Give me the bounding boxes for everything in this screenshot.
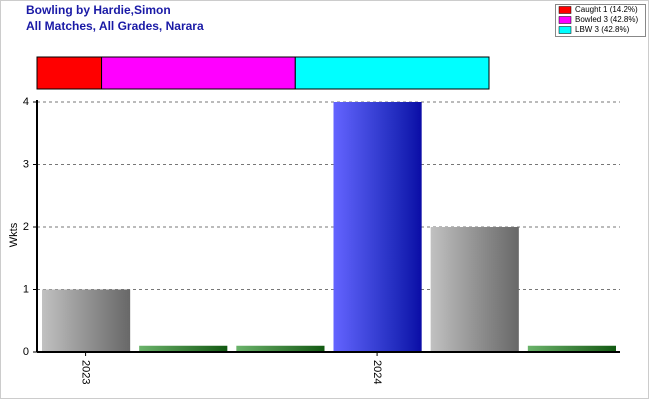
- bar: [333, 102, 422, 352]
- bar: [236, 345, 325, 352]
- bar: [139, 345, 228, 352]
- dismissal-segment: [36, 56, 103, 90]
- chart-subtitle: All Matches, All Grades, Narara: [26, 19, 204, 33]
- y-axis-label: Wkts: [8, 222, 20, 247]
- dismissal-segment: [101, 56, 296, 90]
- x-tick-label: 2023: [80, 360, 92, 384]
- y-tick-label: 1: [23, 283, 29, 295]
- x-tick-label: 2024: [371, 360, 383, 384]
- chart-title: Bowling by Hardie,Simon: [26, 3, 171, 17]
- bar: [42, 289, 131, 352]
- legend-swatch: [558, 16, 572, 24]
- bar: [527, 345, 616, 352]
- legend-label: LBW 3 (42.8%): [575, 25, 630, 34]
- legend-label: Bowled 3 (42.8%): [575, 15, 638, 24]
- legend-swatch: [558, 26, 572, 34]
- y-tick-label: 0: [23, 346, 29, 358]
- legend-swatch: [558, 6, 572, 14]
- dismissal-segment: [294, 56, 490, 90]
- y-tick-label: 2: [23, 221, 29, 233]
- y-tick-label: 3: [23, 158, 29, 170]
- bar: [430, 227, 519, 352]
- legend-label: Caught 1 (14.2%): [575, 5, 638, 14]
- y-tick-label: 4: [23, 96, 29, 108]
